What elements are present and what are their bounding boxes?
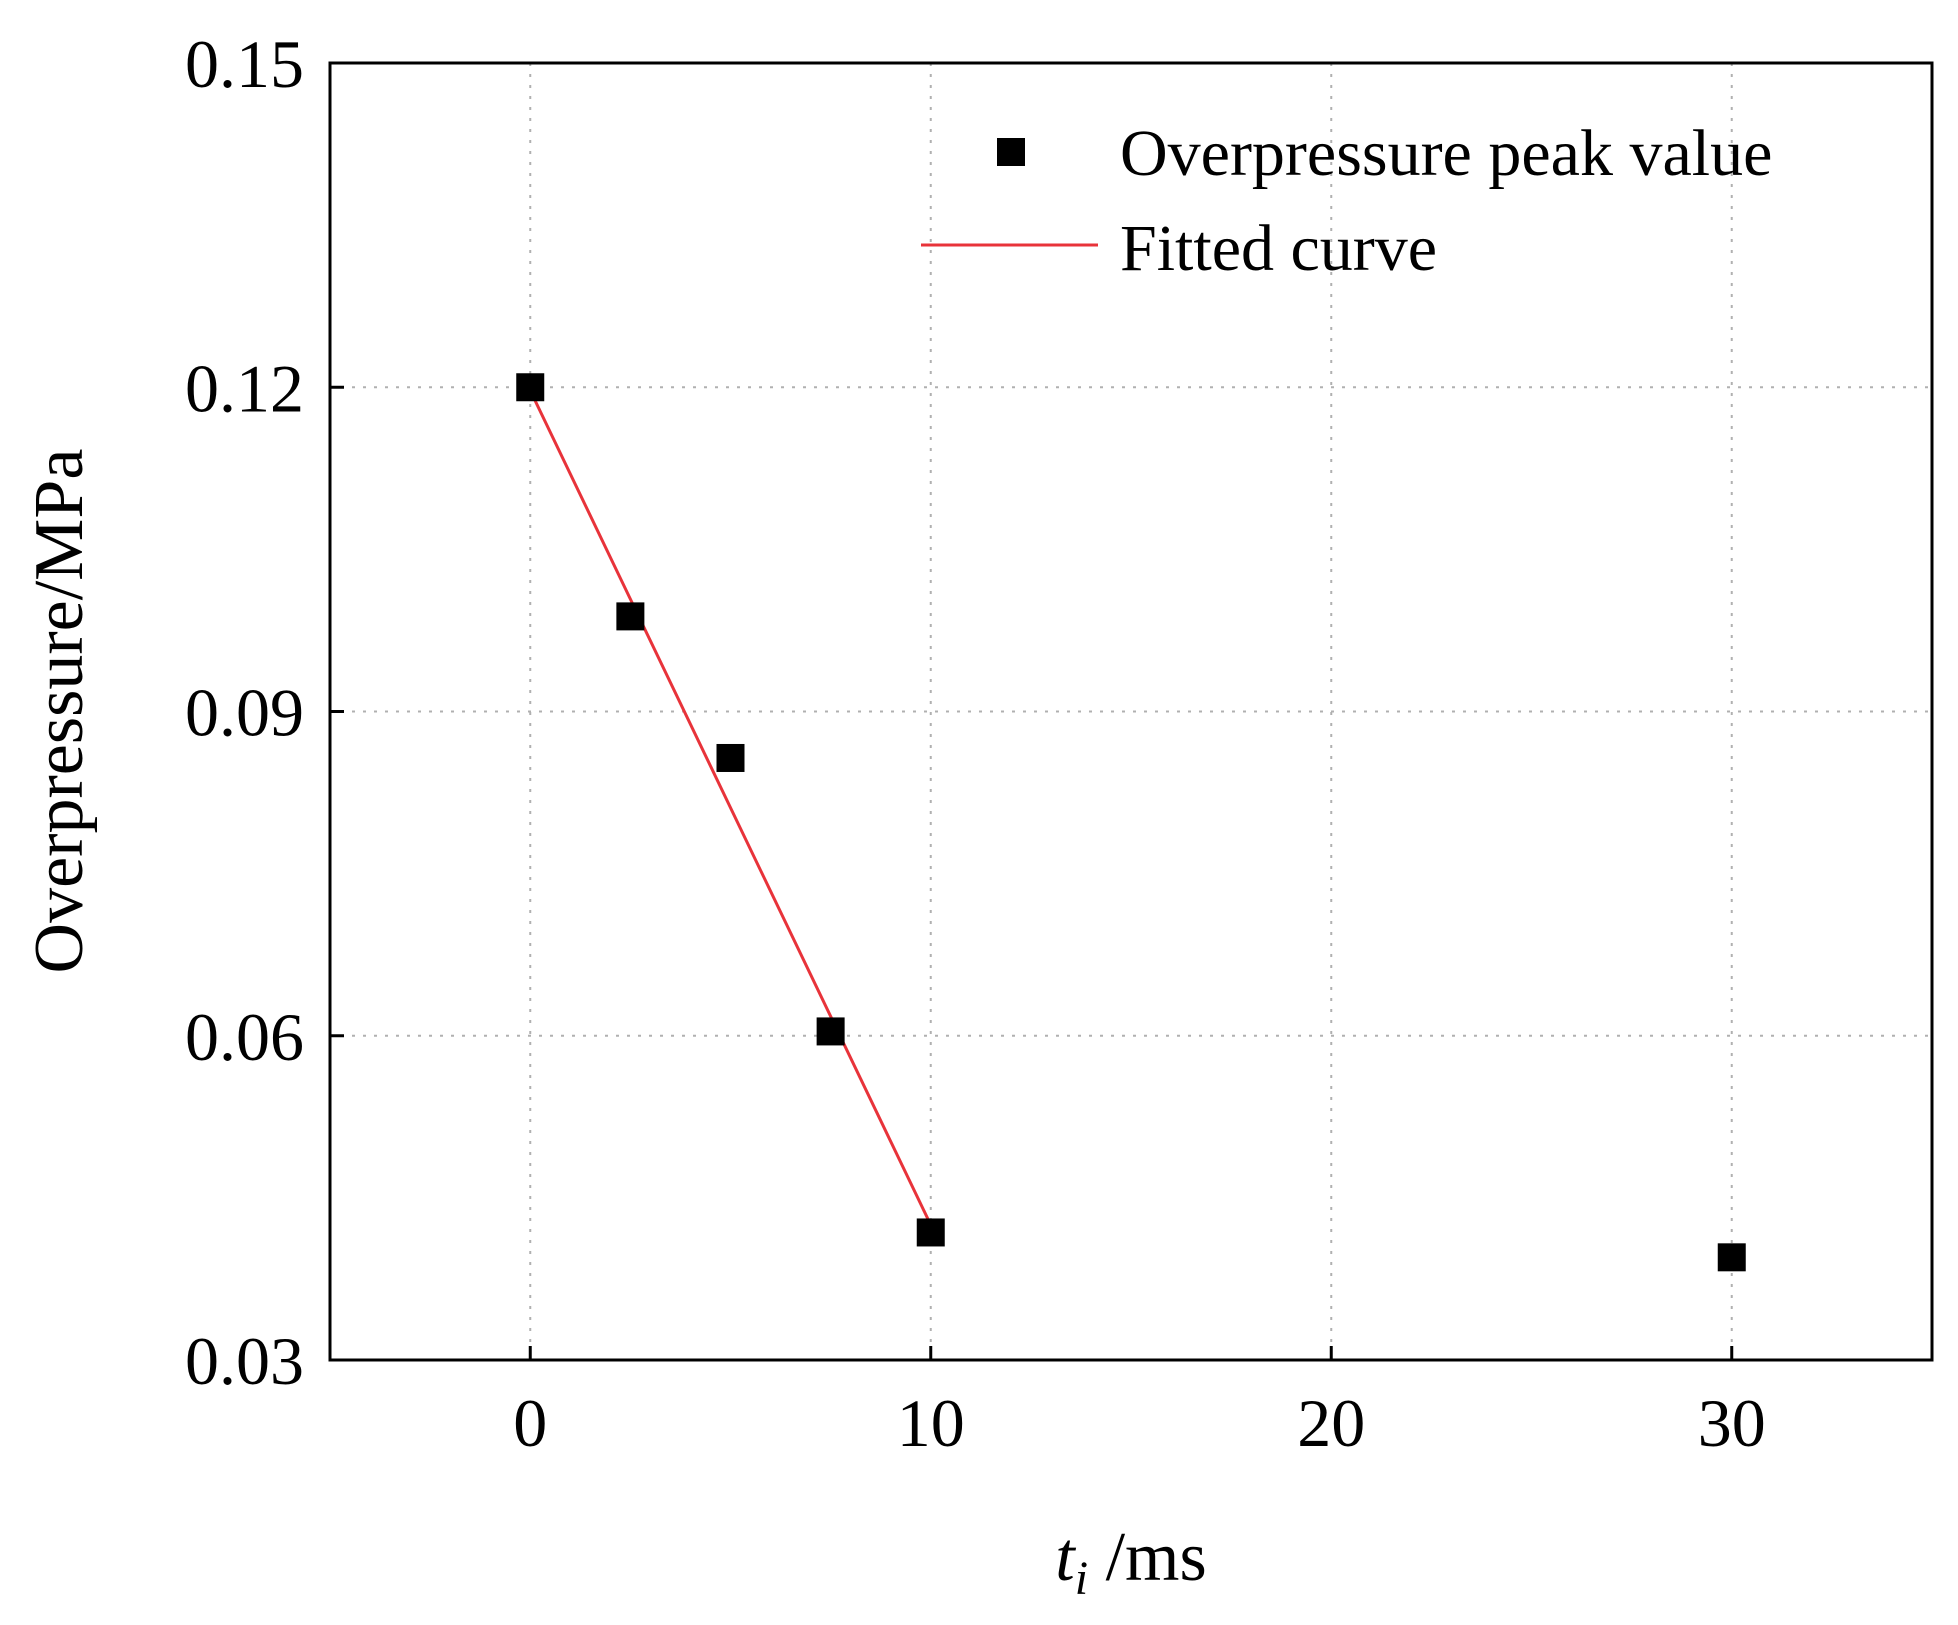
grid-lines [330,63,1932,1360]
y-tick-label: 0.15 [185,26,304,102]
data-point [616,602,645,631]
data-point [516,373,545,402]
legend-label-overpressure: Overpressure peak value [1120,117,1772,190]
y-tick-label: 0.03 [185,1323,304,1399]
y-tick-label: 0.06 [185,999,304,1075]
ticks: 0 10 20 30 0.03 0.06 0.09 0.12 0.15 [185,26,1766,1461]
legend-marker-overpressure [997,138,1025,166]
data-points-layer [516,373,1746,1272]
y-tick-label: 0.09 [185,675,304,751]
y-tick-label: 0.12 [185,350,304,426]
data-point [1717,1243,1746,1272]
fitted-curve-line [528,389,933,1226]
legend-label-fitted: Fitted curve [1120,212,1437,285]
x-axis-label: ti /ms [1055,1519,1206,1605]
x-tick-label: 10 [897,1385,965,1461]
data-point [716,743,745,772]
x-tick-label: 0 [513,1385,547,1461]
x-tick-label: 30 [1698,1385,1766,1461]
x-tick-label: 20 [1297,1385,1365,1461]
data-point [916,1218,945,1247]
data-point [816,1017,845,1046]
x-axis-label-unit: /ms [1088,1519,1207,1596]
fitted-curve-layer [528,389,933,1226]
legend: Overpressure peak value Fitted curve [921,117,1772,285]
x-axis-label-subscript: i [1075,1552,1088,1605]
y-axis-label: Overpressure/MPa [21,449,98,974]
x-axis-label-variable: t [1055,1519,1076,1596]
